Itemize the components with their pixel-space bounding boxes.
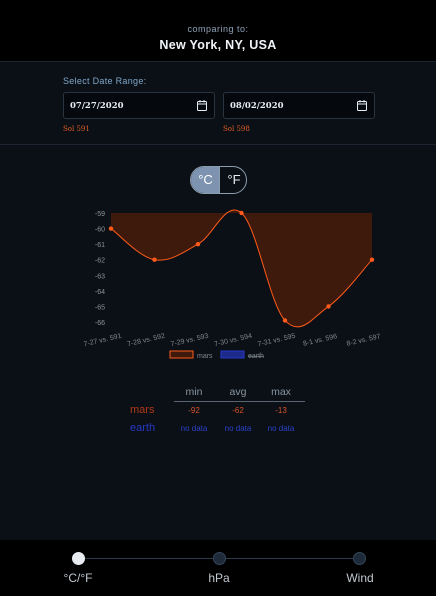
x-axis: 7-27 vs. 591 7-28 vs. 592 7-29 vs. 593 7-30…	[83, 333, 381, 349]
fahrenheit-button[interactable]: °F	[227, 172, 241, 187]
mars-data-point[interactable]	[282, 318, 288, 323]
mars-data-point[interactable]	[152, 257, 157, 262]
mars-data-point[interactable]	[239, 210, 244, 216]
legend-earth-swatch[interactable]	[220, 350, 245, 359]
x-tick-label: 7-31 vs. 595	[257, 333, 296, 349]
temperature-chart: -59-60-61-62-63-64-65-66 7-27 vs. 591 7-2…	[83, 209, 381, 360]
x-tick-label: 8-2 vs. 597	[346, 333, 381, 348]
date-range-section: Select Date Range: 07/27/2020 Sol 591 08…	[0, 63, 436, 145]
y-tick-label: -62	[95, 258, 105, 265]
x-tick-label: 7-29 vs. 593	[170, 333, 209, 349]
start-sol-label: Sol 591	[63, 125, 90, 133]
y-tick-label: -60	[95, 227, 105, 234]
nav-dot-temperature[interactable]	[72, 552, 85, 565]
mars-data-point[interactable]	[326, 304, 331, 309]
city-name: New York, NY, USA	[159, 38, 277, 52]
calendar-icon[interactable]	[197, 100, 207, 111]
stats-header-max: max	[271, 386, 291, 398]
mars-area-fill	[111, 209, 372, 327]
celsius-button[interactable]: °C	[191, 167, 220, 193]
stats-earth-max: no data	[267, 424, 295, 433]
stats-mars-min: -92	[188, 406, 200, 415]
comparing-to-label: comparing to:	[187, 24, 249, 34]
toggle-divider	[219, 167, 220, 193]
start-date-input[interactable]: 07/27/2020	[63, 92, 215, 119]
x-tick-label: 7-30 vs. 594	[214, 333, 253, 349]
mars-data-point[interactable]	[108, 226, 114, 231]
stats-earth-min: no data	[180, 424, 208, 433]
y-tick-label: -65	[95, 304, 105, 311]
end-date-value: 08/02/2020	[230, 101, 284, 111]
mars-data-point[interactable]	[369, 257, 375, 262]
y-tick-label: -61	[95, 242, 105, 249]
y-tick-label: -64	[95, 289, 105, 296]
legend-earth-label[interactable]: earth	[248, 353, 264, 360]
nav-dot-wind[interactable]	[353, 552, 366, 565]
mars-data-points	[108, 210, 375, 323]
nav-label-pressure[interactable]: hPa	[208, 571, 230, 585]
stats-mars-avg: -62	[232, 406, 244, 415]
header: comparing to: New York, NY, USA	[0, 0, 436, 62]
date-range-label: Select Date Range:	[63, 76, 147, 86]
calendar-icon[interactable]	[357, 100, 367, 111]
nav-dot-pressure[interactable]	[213, 552, 226, 565]
x-tick-label: 7-27 vs. 591	[83, 333, 122, 349]
stats-table: min avg max mars -92 -62 -13 earth no da…	[130, 386, 310, 438]
legend-mars-label[interactable]: mars	[197, 353, 213, 360]
nav-label-wind[interactable]: Wind	[346, 571, 374, 585]
stats-header-min: min	[185, 386, 203, 398]
y-tick-label: -63	[95, 273, 105, 280]
stats-header-avg: avg	[229, 386, 247, 398]
stats-mars-max: -13	[275, 406, 287, 415]
stats-divider	[174, 401, 305, 402]
stats-row-label-mars: mars	[130, 404, 155, 416]
y-tick-label: -66	[95, 320, 105, 327]
x-tick-label: 7-28 vs. 592	[127, 333, 166, 349]
stats-row-label-earth: earth	[130, 422, 156, 434]
mars-data-point[interactable]	[195, 241, 201, 247]
bottom-nav: °C/°F hPa Wind	[0, 540, 436, 596]
legend-mars-swatch[interactable]	[169, 350, 194, 359]
unit-toggle: °C °F	[190, 166, 247, 194]
y-tick-label: -59	[95, 211, 105, 218]
chart-legend: mars earth	[169, 350, 264, 360]
y-axis: -59 -60 -61 -62 -63 -64 -65 -66	[95, 211, 105, 327]
end-date-input[interactable]: 08/02/2020	[223, 92, 375, 119]
x-tick-label: 8-1 vs. 596	[302, 333, 337, 348]
end-sol-label: Sol 598	[223, 125, 250, 133]
nav-label-temperature[interactable]: °C/°F	[63, 571, 93, 585]
stats-earth-avg: no data	[224, 424, 252, 433]
start-date-value: 07/27/2020	[70, 101, 124, 111]
